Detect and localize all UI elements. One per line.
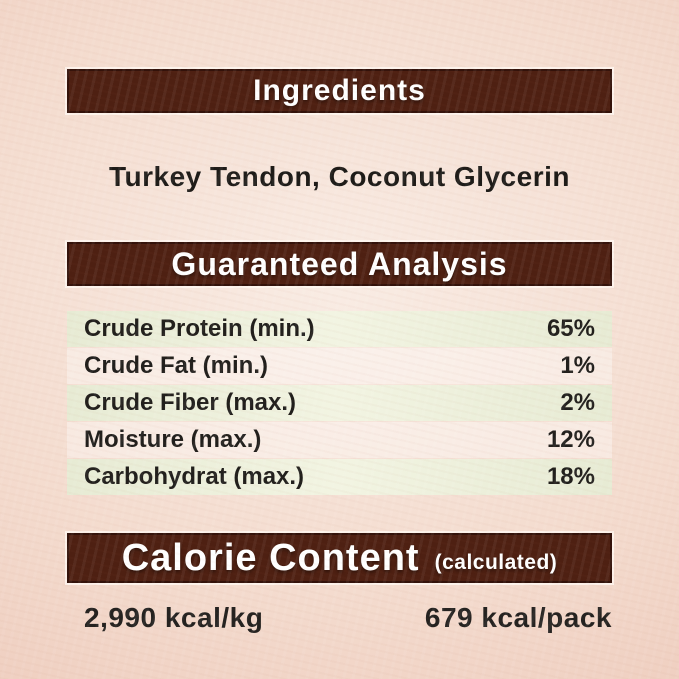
nutrient-label: Crude Fat (min.) [84,352,268,379]
calorie-content-header-bar: Calorie Content (calculated) [67,533,612,583]
calorie-content-header-title: Calorie Content [121,536,420,579]
table-row: Crude Fiber (max.) 2% [67,385,612,421]
nutrient-label: Crude Fiber (max.) [84,389,297,416]
calories-per-kg: 2,990 kcal/kg [84,602,264,633]
ingredients-header-bar: Ingredients [67,69,612,113]
nutrient-value: 18% [546,463,595,490]
nutrient-value: 2% [560,389,595,416]
nutrient-value: 12% [546,426,595,453]
guaranteed-analysis-header-bar: Guaranteed Analysis [67,242,612,286]
table-row: Carbohydrat (max.) 18% [67,459,612,495]
nutrient-value: 65% [546,315,595,342]
table-row: Crude Fat (min.) 1% [67,348,612,384]
guaranteed-analysis-header-title: Guaranteed Analysis [171,245,508,282]
ingredients-list: Turkey Tendon, Coconut Glycerin [109,161,570,192]
nutrient-value: 1% [560,352,595,379]
table-row: Crude Protein (min.) 65% [67,311,612,347]
calories-per-pack: 679 kcal/pack [424,602,612,633]
nutrient-label: Crude Protein (min.) [84,315,315,342]
calorie-content-header-note: (calculated) [434,551,558,574]
nutrient-label: Carbohydrat (max.) [84,463,305,490]
guaranteed-analysis-table: Crude Protein (min.) 65% Crude Fat (min.… [67,311,612,496]
ingredients-header-title: Ingredients [253,74,426,107]
table-row: Moisture (max.) 12% [67,422,612,458]
nutrient-label: Moisture (max.) [84,426,262,453]
calorie-values: 2,990 kcal/kg 679 kcal/pack [67,602,612,634]
